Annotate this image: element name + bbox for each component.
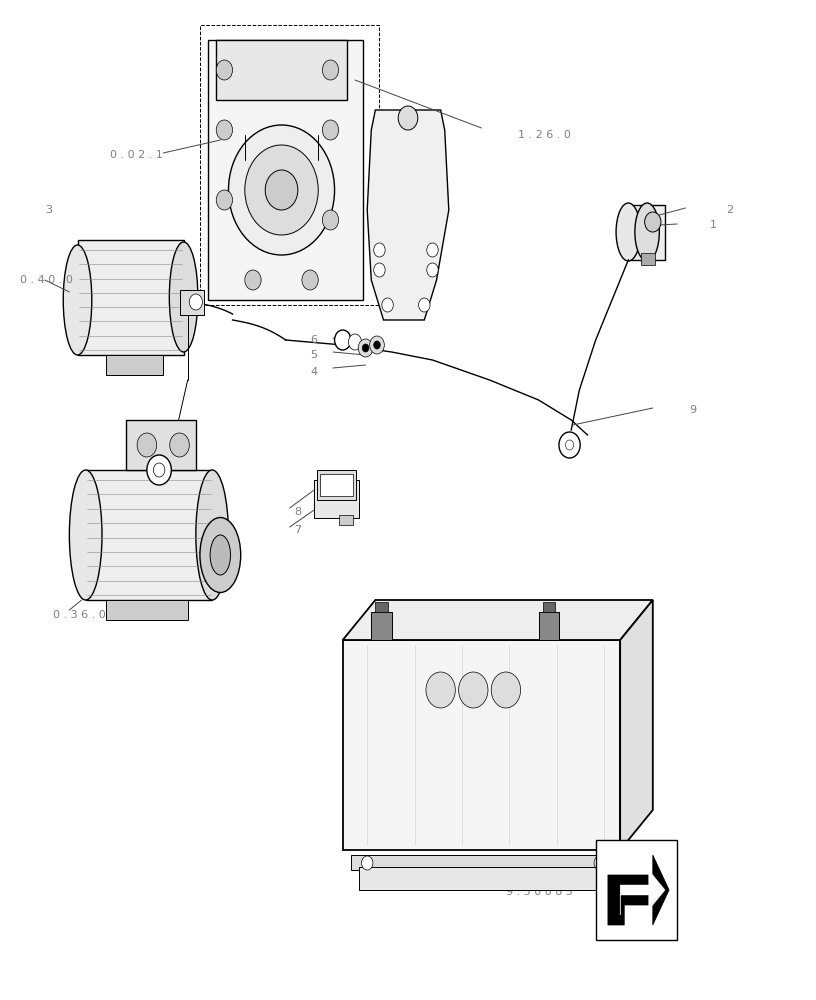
Circle shape — [322, 210, 339, 230]
Text: 9 . 5 0 0 8 5: 9 . 5 0 0 8 5 — [506, 887, 573, 897]
Ellipse shape — [170, 242, 197, 352]
Circle shape — [398, 106, 418, 130]
Circle shape — [302, 270, 318, 290]
FancyBboxPatch shape — [200, 25, 379, 305]
Bar — [314, 480, 359, 518]
Circle shape — [382, 298, 393, 312]
Text: 1: 1 — [710, 220, 717, 230]
Circle shape — [216, 120, 233, 140]
Polygon shape — [216, 40, 347, 100]
Polygon shape — [343, 600, 653, 640]
Ellipse shape — [200, 518, 241, 592]
Polygon shape — [367, 110, 449, 320]
Circle shape — [216, 190, 233, 210]
Ellipse shape — [616, 203, 641, 261]
Text: 7: 7 — [294, 525, 301, 535]
Polygon shape — [343, 640, 620, 850]
Polygon shape — [359, 867, 612, 890]
Bar — [641, 253, 655, 265]
Circle shape — [228, 125, 335, 255]
Circle shape — [361, 856, 373, 870]
Polygon shape — [106, 600, 188, 620]
Bar — [628, 205, 665, 260]
Text: 0 . 3 6 . 0: 0 . 3 6 . 0 — [53, 610, 106, 620]
Circle shape — [645, 212, 661, 232]
Text: 9: 9 — [690, 405, 697, 415]
Circle shape — [335, 330, 351, 350]
Circle shape — [153, 463, 165, 477]
Bar — [339, 515, 353, 525]
Circle shape — [245, 270, 261, 290]
Circle shape — [147, 455, 171, 485]
Polygon shape — [106, 355, 163, 375]
Circle shape — [370, 336, 384, 354]
Circle shape — [427, 263, 438, 277]
Ellipse shape — [196, 470, 228, 600]
Text: 2: 2 — [726, 205, 734, 215]
Circle shape — [374, 341, 380, 349]
Circle shape — [459, 672, 488, 708]
Circle shape — [137, 433, 157, 457]
Bar — [86, 470, 212, 600]
Bar — [320, 474, 353, 496]
Bar — [596, 840, 677, 940]
Circle shape — [322, 60, 339, 80]
Bar — [539, 612, 559, 640]
Circle shape — [170, 433, 189, 457]
Bar — [371, 612, 392, 640]
Ellipse shape — [64, 245, 92, 355]
Polygon shape — [351, 855, 616, 870]
Polygon shape — [608, 855, 669, 925]
Text: 1 . 2 6 . 0: 1 . 2 6 . 0 — [518, 130, 571, 140]
Text: 0 . 4 0 . 0: 0 . 4 0 . 0 — [20, 275, 73, 285]
Circle shape — [348, 334, 361, 350]
Bar — [208, 40, 363, 300]
Circle shape — [358, 339, 373, 357]
Circle shape — [594, 856, 605, 870]
Polygon shape — [620, 870, 665, 915]
Circle shape — [322, 120, 339, 140]
Circle shape — [265, 170, 298, 210]
Circle shape — [362, 344, 369, 352]
Text: 3: 3 — [45, 205, 52, 215]
Circle shape — [491, 672, 521, 708]
Bar — [126, 420, 196, 470]
Circle shape — [426, 672, 455, 708]
Text: 0 . 0 2 . 1: 0 . 0 2 . 1 — [110, 150, 163, 160]
Circle shape — [189, 294, 202, 310]
Circle shape — [565, 440, 574, 450]
Bar — [317, 470, 356, 500]
Text: 6: 6 — [310, 335, 317, 345]
Bar — [180, 290, 204, 315]
Bar — [543, 602, 555, 612]
Circle shape — [245, 145, 318, 235]
Circle shape — [216, 60, 233, 80]
Circle shape — [419, 298, 430, 312]
Bar — [78, 240, 184, 355]
Text: 4: 4 — [310, 367, 317, 377]
Circle shape — [559, 432, 580, 458]
Text: 8: 8 — [294, 507, 301, 517]
Circle shape — [427, 243, 438, 257]
Ellipse shape — [635, 203, 659, 261]
Bar — [375, 602, 388, 612]
Ellipse shape — [69, 470, 102, 600]
Circle shape — [374, 243, 385, 257]
Circle shape — [374, 263, 385, 277]
Ellipse shape — [211, 535, 231, 575]
Polygon shape — [620, 600, 653, 850]
Text: 5: 5 — [310, 350, 317, 360]
